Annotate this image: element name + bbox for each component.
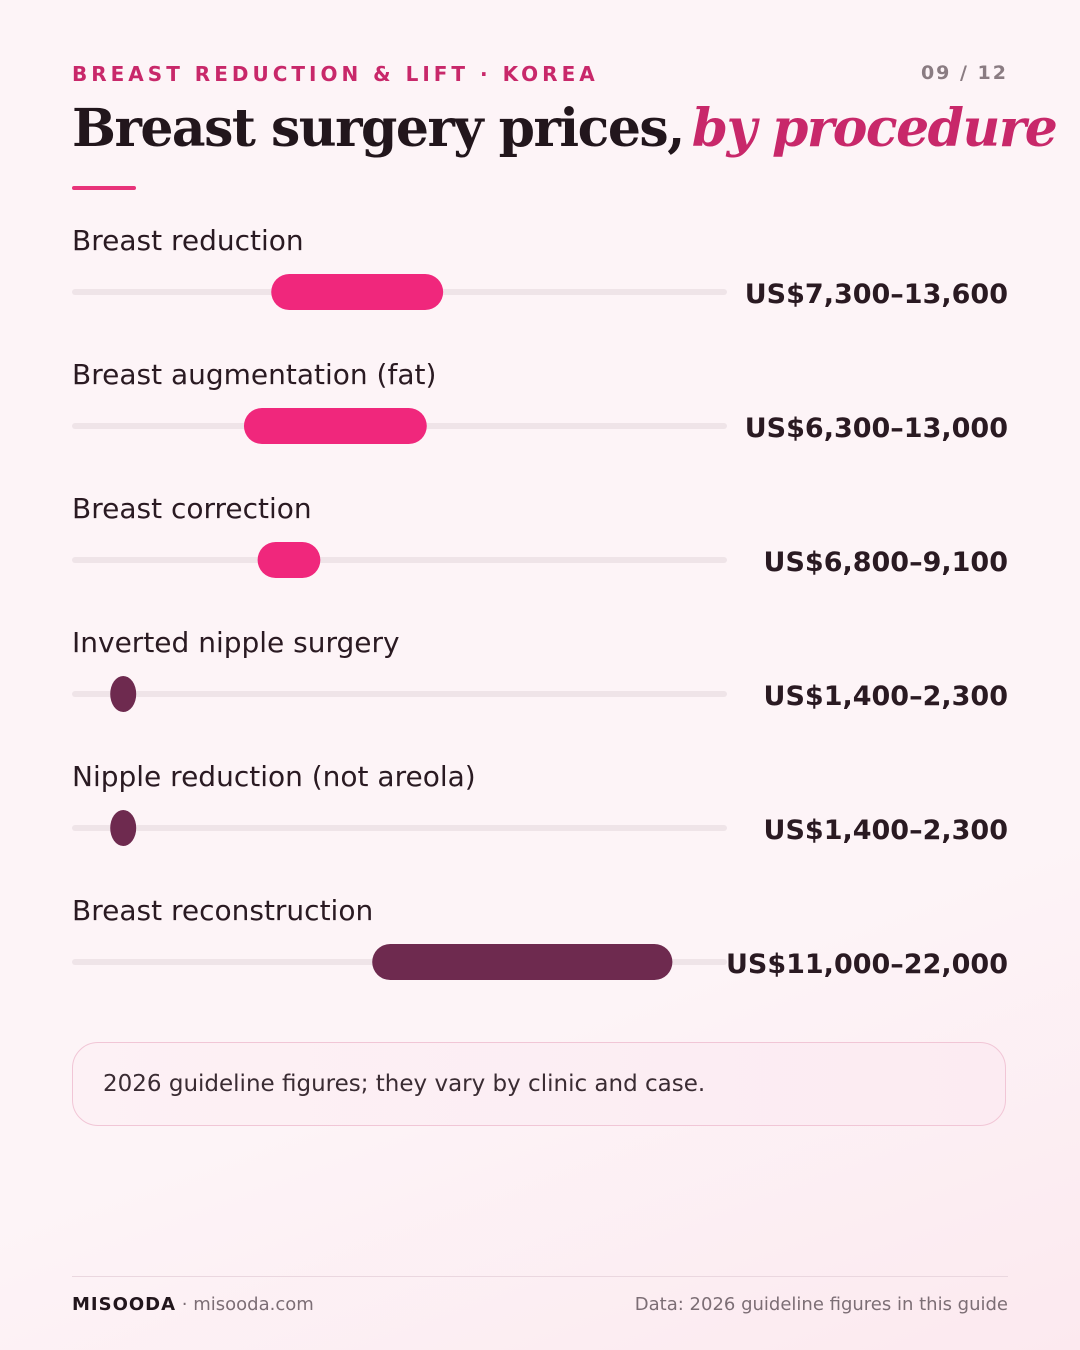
section-kicker: BREAST REDUCTION & LIFT · KOREA — [72, 62, 599, 86]
brand-site: misooda.com — [193, 1294, 314, 1315]
price-label: US$6,800–9,100 — [764, 547, 1008, 578]
category-label: Breast correction — [72, 492, 312, 525]
price-label: US$7,300–13,600 — [745, 279, 1008, 310]
range-track — [72, 825, 727, 831]
footer-divider — [72, 1276, 1008, 1277]
category-label: Breast reduction — [72, 224, 304, 257]
page-indicator: 09 / 12 — [920, 62, 1008, 84]
range-bar — [243, 408, 427, 444]
category-label: Inverted nipple surgery — [72, 626, 400, 659]
range-bar — [372, 944, 673, 980]
brand-name: MISOODA — [72, 1294, 177, 1315]
price-label: US$11,000–22,000 — [726, 949, 1008, 980]
category-label: Breast augmentation (fat) — [72, 358, 436, 391]
data-source-note: Data: 2026 guideline figures in this gui… — [634, 1294, 1008, 1315]
price-label: US$6,300–13,000 — [745, 413, 1008, 444]
range-bar — [257, 542, 321, 578]
page: BREAST REDUCTION & LIFT · KOREA 09 / 12 … — [72, 0, 1058, 1350]
range-track — [72, 557, 727, 563]
range-track — [72, 691, 727, 697]
title-accent: by procedure — [691, 98, 1058, 159]
footnote-box: 2026 guideline figures; they vary by cli… — [72, 1042, 1006, 1126]
footnote-text: 2026 guideline figures; they vary by cli… — [103, 1071, 706, 1097]
range-bar — [110, 810, 137, 846]
title-underline — [72, 186, 136, 190]
range-bar — [110, 676, 137, 712]
range-bar — [271, 274, 444, 310]
category-label: Nipple reduction (not areola) — [72, 760, 476, 793]
title-main: Breast surgery prices, — [72, 98, 685, 159]
page-title: Breast surgery prices, by procedure — [72, 98, 1058, 159]
category-label: Breast reconstruction — [72, 894, 373, 927]
price-label: US$1,400–2,300 — [764, 815, 1008, 846]
footer-brand-line: MISOODA · misooda.com — [72, 1294, 314, 1315]
price-range-chart: Breast reduction US$7,300–13,600 Breast au… — [72, 224, 1008, 980]
price-label: US$1,400–2,300 — [764, 681, 1008, 712]
